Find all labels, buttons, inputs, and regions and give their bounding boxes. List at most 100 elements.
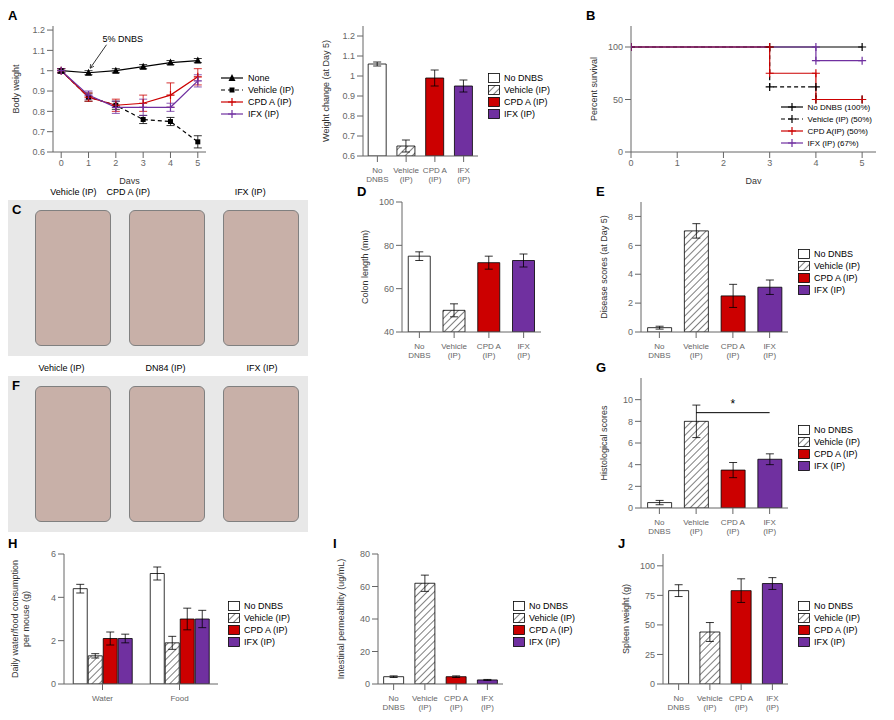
svg-text:2: 2 <box>51 636 56 646</box>
svg-text:IFX(IP): IFX(IP) <box>763 518 776 536</box>
svg-text:0.9: 0.9 <box>32 86 45 96</box>
svg-text:4: 4 <box>51 593 56 603</box>
svg-text:CPD A(IP): CPD A(IP) <box>721 342 746 360</box>
svg-text:50: 50 <box>645 620 655 630</box>
svg-text:20: 20 <box>360 647 370 657</box>
html-text:Vehicle (IP): Vehicle (IP) <box>248 85 294 95</box>
svg-text:Vehicle(IP): Vehicle(IP) <box>697 694 723 712</box>
svg-text:8: 8 <box>628 212 633 222</box>
svg-text:IFX(IP): IFX(IP) <box>457 166 470 184</box>
svg-text:CPD A(IP): CPD A(IP) <box>423 166 448 184</box>
svg-text:IFX(IP): IFX(IP) <box>481 694 494 712</box>
svg-text:Water: Water <box>92 694 113 703</box>
html-text:CPD A (IP): CPD A (IP) <box>248 97 292 107</box>
svg-text:0.6: 0.6 <box>32 147 45 157</box>
svg-text:5: 5 <box>860 158 865 168</box>
svg-text:0.7: 0.7 <box>32 127 45 137</box>
html-text:Body weight: Body weight <box>10 64 20 114</box>
svg-text:1: 1 <box>40 66 45 76</box>
svg-text:Vehicle(IP): Vehicle(IP) <box>683 518 709 536</box>
html-text:CPD A (IP): CPD A (IP) <box>504 97 548 107</box>
svg-text:CPD A(IP): CPD A(IP) <box>477 342 502 360</box>
svg-text:5% DNBS: 5% DNBS <box>103 34 144 44</box>
svg-text:NoDNBS: NoDNBS <box>366 166 388 184</box>
svg-text:*: * <box>731 397 736 411</box>
html-text:Weight change (at Day 5): Weight change (at Day 5) <box>320 40 330 142</box>
html-text:A: A <box>8 8 18 23</box>
svg-text:2: 2 <box>721 158 726 168</box>
svg-text:3: 3 <box>767 158 772 168</box>
svg-text:0.6: 0.6 <box>342 151 355 161</box>
svg-text:1.2: 1.2 <box>342 31 355 41</box>
svg-text:Vehicle(IP): Vehicle(IP) <box>412 694 438 712</box>
svg-text:NoDNBS: NoDNBS <box>383 694 405 712</box>
svg-text:0: 0 <box>628 327 633 337</box>
svg-text:0: 0 <box>628 158 633 168</box>
svg-text:100: 100 <box>608 42 623 52</box>
svg-text:75: 75 <box>645 591 655 601</box>
svg-text:NoDNBS: NoDNBS <box>668 694 690 712</box>
svg-text:Vehicle(IP): Vehicle(IP) <box>393 166 419 184</box>
svg-text:0: 0 <box>59 158 64 168</box>
svg-text:0.8: 0.8 <box>342 111 355 121</box>
svg-text:0: 0 <box>628 503 633 513</box>
svg-text:CPD A(IP): CPD A(IP) <box>721 518 746 536</box>
html-text:Daily water/food consumption p: Daily water/food consumption per mouse (… <box>10 560 31 678</box>
svg-text:Vehicle(IP): Vehicle(IP) <box>441 342 467 360</box>
svg-text:100: 100 <box>379 197 394 207</box>
svg-text:NoDNBS: NoDNBS <box>648 518 670 536</box>
svg-text:CPD A(IP): CPD A(IP) <box>444 694 469 712</box>
svg-text:0: 0 <box>51 679 56 689</box>
html-text:Vehicle (IP): Vehicle (IP) <box>504 85 550 95</box>
svg-text:6: 6 <box>628 241 633 251</box>
svg-text:CPD A(IP): CPD A(IP) <box>729 694 754 712</box>
svg-text:80: 80 <box>384 241 394 251</box>
svg-text:60: 60 <box>360 582 370 592</box>
svg-text:0.8: 0.8 <box>32 107 45 117</box>
svg-text:25: 25 <box>645 650 655 660</box>
svg-text:50: 50 <box>613 95 623 105</box>
svg-text:2: 2 <box>628 482 633 492</box>
svg-text:2: 2 <box>113 158 118 168</box>
svg-text:60: 60 <box>384 284 394 294</box>
svg-text:Food: Food <box>170 694 188 703</box>
svg-text:80: 80 <box>360 549 370 559</box>
svg-text:4: 4 <box>628 269 633 279</box>
svg-text:IFX(IP): IFX(IP) <box>763 342 776 360</box>
svg-text:1: 1 <box>350 71 355 81</box>
html-text:None: None <box>248 73 270 83</box>
svg-text:IFX(IP): IFX(IP) <box>766 694 779 712</box>
svg-text:0.9: 0.9 <box>342 91 355 101</box>
html-text:IFX (IP): IFX (IP) <box>248 109 279 119</box>
svg-text:0.7: 0.7 <box>342 131 355 141</box>
svg-text:0: 0 <box>618 147 623 157</box>
svg-text:1.2: 1.2 <box>32 25 45 35</box>
svg-text:1.1: 1.1 <box>342 51 355 61</box>
svg-text:100: 100 <box>640 561 655 571</box>
html-text:No DNBS: No DNBS <box>504 73 543 83</box>
svg-text:6: 6 <box>628 438 633 448</box>
svg-text:6: 6 <box>51 549 56 559</box>
svg-text:10: 10 <box>623 395 633 405</box>
svg-text:IFX(IP): IFX(IP) <box>517 342 530 360</box>
svg-text:4: 4 <box>628 460 633 470</box>
svg-text:NoDNBS: NoDNBS <box>408 342 430 360</box>
svg-text:NoDNBS: NoDNBS <box>648 342 670 360</box>
svg-text:0: 0 <box>650 679 655 689</box>
svg-text:40: 40 <box>384 327 394 337</box>
svg-text:0: 0 <box>365 679 370 689</box>
svg-text:4: 4 <box>813 158 818 168</box>
svg-text:1: 1 <box>675 158 680 168</box>
svg-text:1.1: 1.1 <box>32 46 45 56</box>
svg-text:1: 1 <box>86 158 91 168</box>
svg-text:Vehicle(IP): Vehicle(IP) <box>683 342 709 360</box>
html-text:G: G <box>596 360 607 375</box>
svg-text:4: 4 <box>168 158 173 168</box>
svg-text:8: 8 <box>628 417 633 427</box>
svg-text:2: 2 <box>628 298 633 308</box>
svg-text:Days: Days <box>119 176 140 184</box>
svg-text:3: 3 <box>141 158 146 168</box>
svg-text:40: 40 <box>360 614 370 624</box>
svg-text:Day: Day <box>745 176 762 184</box>
svg-text:5: 5 <box>195 158 200 168</box>
